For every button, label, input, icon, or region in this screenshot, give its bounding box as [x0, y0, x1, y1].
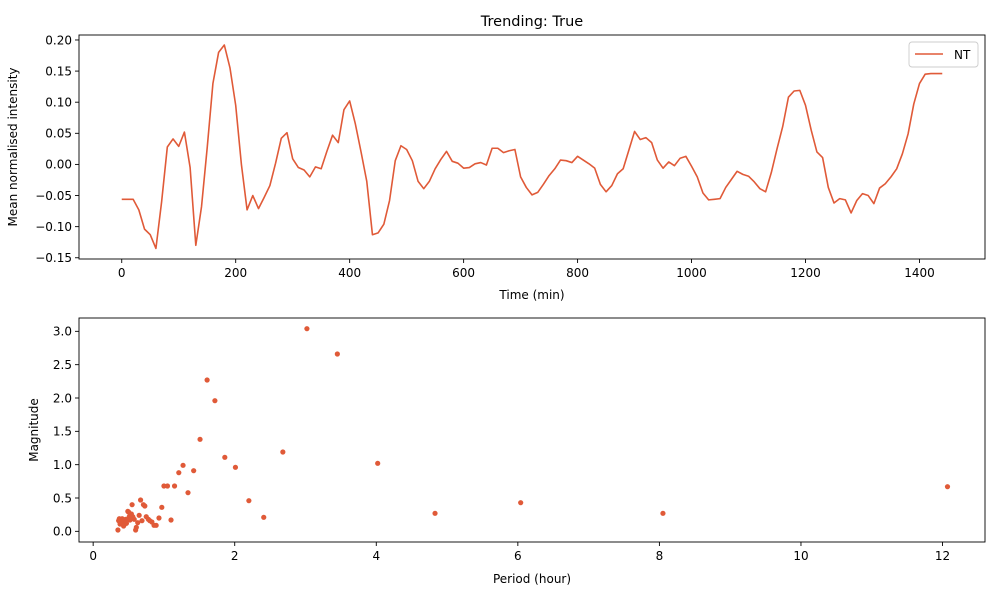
- top-y-tick-label: 0.15: [45, 64, 72, 78]
- y-axis-label: Magnitude: [27, 398, 41, 462]
- top-y-tick-label: −0.10: [35, 220, 72, 234]
- bottom-x-tick-label: 2: [231, 549, 239, 563]
- scatter-point: [161, 483, 167, 489]
- time-series-panel: Trending: True 0 200 400 600 800 1000 1200 1400…: [6, 14, 986, 302]
- bottom-y-tick-label: 1.5: [53, 425, 72, 439]
- legend-label-nt: NT: [954, 48, 971, 62]
- bottom-x-tick-label: 10: [793, 549, 808, 563]
- scatter-point: [136, 512, 142, 518]
- top-y-tick-label: 0.00: [45, 158, 72, 172]
- scatter-point: [143, 514, 149, 520]
- top-x-tick-label: 600: [452, 266, 475, 280]
- top-y-tick-label: −0.05: [35, 189, 72, 203]
- scatter-point: [171, 483, 178, 489]
- scatter-point: [222, 454, 228, 460]
- plot-frame: [78, 34, 986, 260]
- chart-title: Trending: True: [480, 14, 583, 30]
- scatter-point: [137, 497, 144, 503]
- scatter-point: [660, 510, 666, 516]
- top-x-tick-label: 400: [338, 266, 361, 280]
- scatter-point: [204, 377, 210, 383]
- scatter-point: [280, 449, 286, 455]
- scatter-point: [232, 464, 239, 470]
- bottom-x-tick-label: 6: [514, 549, 522, 563]
- scatter-point: [159, 504, 165, 510]
- bottom-x-tick-label: 4: [372, 549, 380, 563]
- x-axis-label: Period (hour): [493, 572, 571, 586]
- scatter-point: [125, 508, 131, 514]
- bottom-y-tick-label: 2.0: [53, 391, 72, 405]
- scatter-point: [304, 326, 310, 332]
- scatter-point: [140, 502, 147, 508]
- top-x-tick-label: 1200: [790, 266, 821, 280]
- x-axis-label: Time (min): [498, 288, 564, 302]
- series-line-nt: [121, 44, 943, 250]
- top-y-tick-label: 0.05: [45, 127, 72, 141]
- bottom-x-tick-label: 0: [89, 549, 97, 563]
- scatter-point: [212, 398, 218, 404]
- top-y-tick-label: −0.15: [35, 251, 72, 265]
- legend: NT: [908, 41, 979, 68]
- scatter-point: [246, 498, 252, 504]
- bottom-y-tick-label: 3.0: [53, 325, 72, 339]
- scatter-point: [191, 468, 197, 474]
- bottom-x-tick-label: 12: [935, 549, 950, 563]
- bottom-y-tick-label: 2.5: [53, 358, 72, 372]
- scatter-point: [197, 436, 203, 442]
- scatter-point: [261, 514, 267, 520]
- scatter-point: [518, 500, 524, 506]
- scatter-point: [432, 510, 438, 516]
- top-x-tick-label: 200: [224, 266, 247, 280]
- scatter-point: [133, 527, 139, 533]
- plot-frame: [78, 317, 986, 543]
- bottom-y-tick-label: 0.0: [53, 525, 72, 539]
- top-y-tick-label: 0.20: [45, 33, 72, 47]
- top-x-tick-label: 800: [566, 266, 589, 280]
- bottom-y-tick-label: 0.5: [53, 491, 72, 505]
- legend-box: [908, 41, 979, 68]
- scatter-point: [185, 490, 191, 496]
- scatter-point: [375, 460, 381, 466]
- scatter-point: [180, 462, 186, 468]
- y-axis-label: Mean normalised intensity: [6, 68, 20, 227]
- top-x-tick-label: 0: [118, 266, 126, 280]
- scatter-point: [139, 518, 145, 524]
- scatter-point: [334, 351, 340, 357]
- bottom-y-tick-label: 1.0: [53, 458, 72, 472]
- scatter-point: [126, 514, 132, 520]
- scatter-point: [115, 527, 121, 533]
- scatter-point: [176, 470, 182, 476]
- top-x-tick-label: 1400: [904, 266, 935, 280]
- scatter-point: [944, 484, 951, 490]
- scatter-point: [156, 515, 162, 521]
- scatter-point: [135, 520, 141, 526]
- periodogram-panel: 0 2 4 6 8 10 12 0.0 0.5 1.0 1.5 2.0 2.5 3.0 Period (h…: [27, 317, 986, 586]
- bottom-x-tick-label: 8: [656, 549, 664, 563]
- top-x-tick-label: 1000: [676, 266, 707, 280]
- scatter-point: [129, 502, 135, 508]
- scatter-point: [168, 517, 174, 523]
- scatter-point: [116, 518, 122, 524]
- top-y-tick-label: 0.10: [45, 96, 72, 110]
